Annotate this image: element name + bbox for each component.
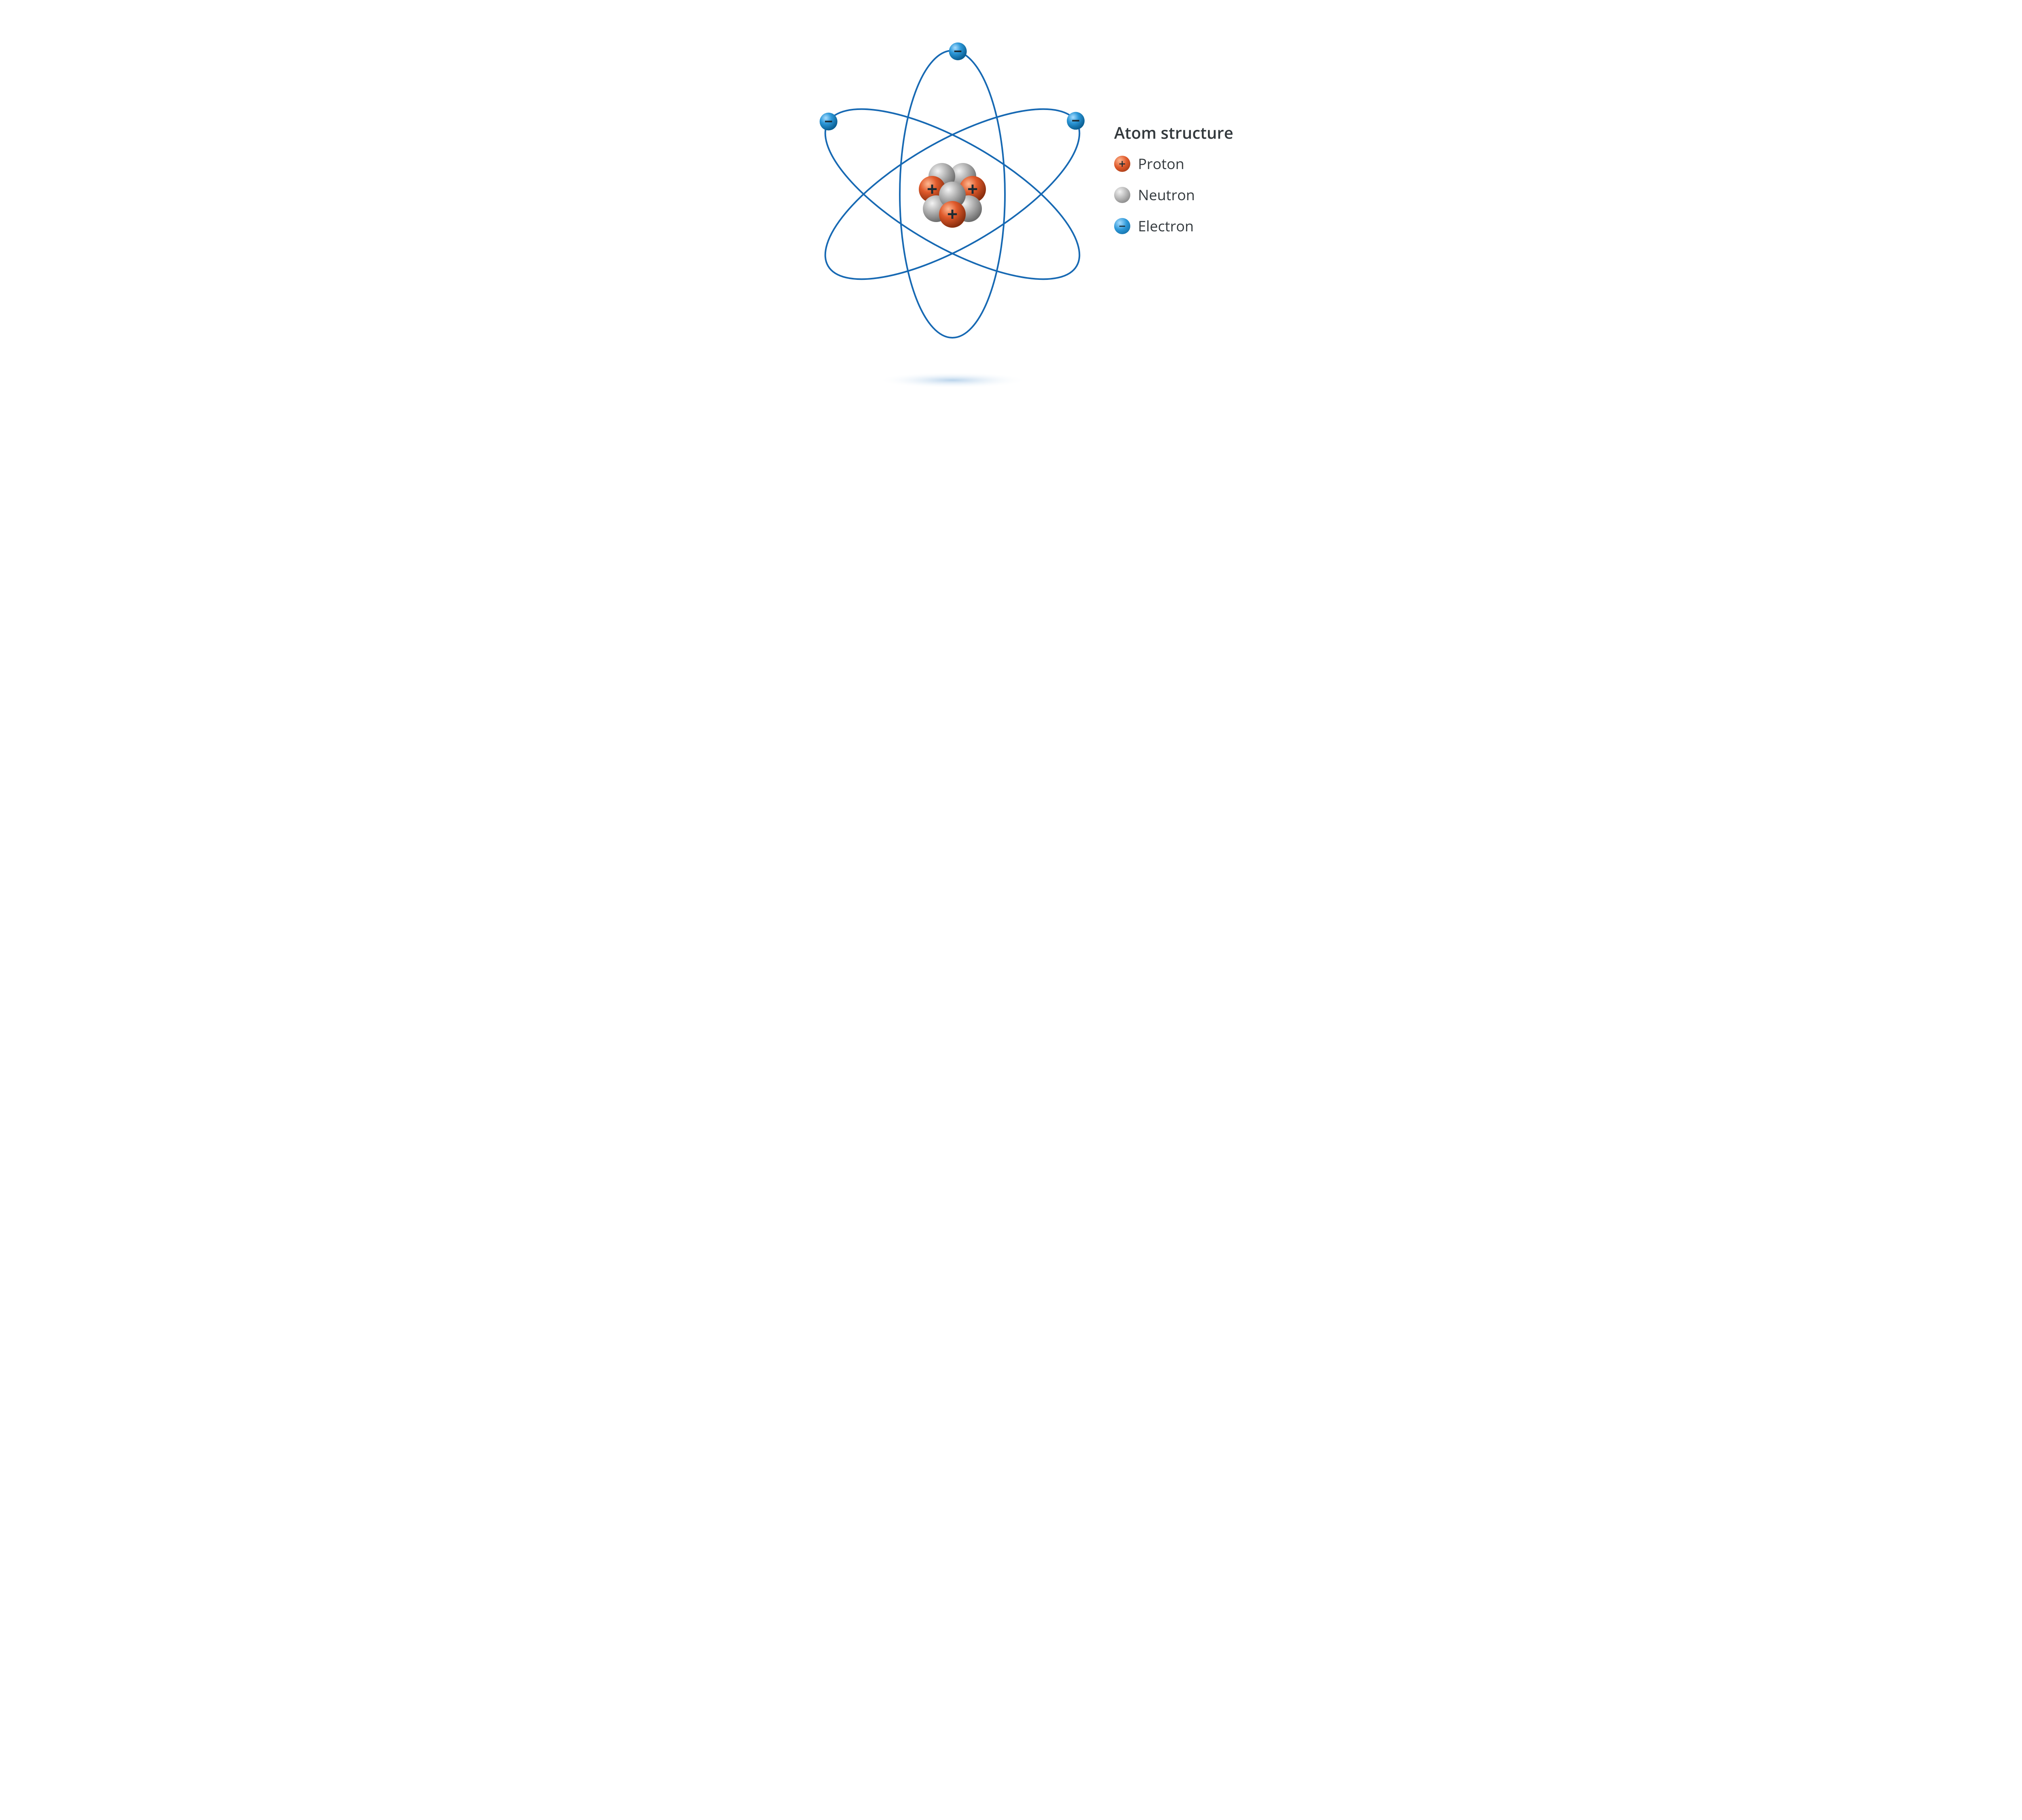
atom-shadow (878, 372, 1027, 388)
legend-swatch-neutron (1114, 187, 1130, 203)
legend-label-proton: Proton (1138, 154, 1184, 174)
electron-sign-2: − (954, 43, 962, 59)
legend-sign-proton: + (1114, 156, 1130, 172)
legend-title: Atom structure (1114, 121, 1233, 144)
proton-sign-7: + (947, 205, 958, 224)
legend-label-neutron: Neutron (1138, 185, 1195, 205)
legend-label-electron: Electron (1138, 216, 1194, 236)
electron-sign-1: − (1072, 113, 1080, 129)
nucleus: +++ (919, 163, 986, 228)
legend-row-neutron: Neutron (1114, 185, 1233, 205)
legend-swatch-electron: − (1114, 218, 1130, 234)
legend: Atom structure +ProtonNeutron−Electron (1114, 121, 1233, 236)
electron-sign-0: − (824, 114, 833, 129)
legend-sign-electron: − (1114, 218, 1130, 234)
legend-row-proton: + Proton (1114, 154, 1233, 174)
atom-diagram: +++−−− Atom structure +ProtonNeutron−Ele… (768, 0, 1254, 404)
legend-row-electron: −Electron (1114, 216, 1233, 236)
electrons: − − − (820, 42, 1085, 131)
legend-swatch-proton: + (1114, 156, 1130, 172)
legend-items: +ProtonNeutron−Electron (1114, 154, 1233, 236)
